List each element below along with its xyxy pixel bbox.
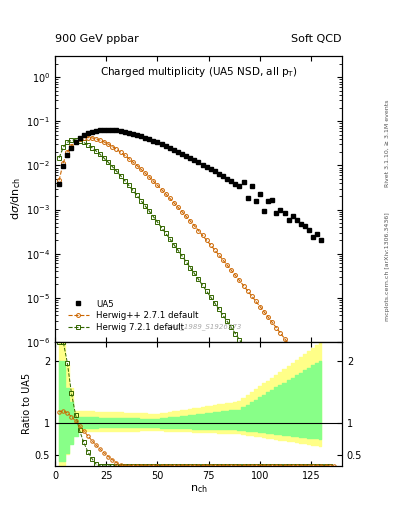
Herwig++ 2.7.1 default: [221, 257, 226, 263]
UA5: [196, 159, 201, 165]
Herwig++ 2.7.1 default: [331, 401, 336, 408]
Y-axis label: d$\sigma$/dn$_{\rm ch}$: d$\sigma$/dn$_{\rm ch}$: [9, 178, 23, 221]
Text: Soft QCD: Soft QCD: [292, 33, 342, 44]
Text: UA5_1989_S1926373: UA5_1989_S1926373: [167, 324, 242, 330]
Herwig++ 2.7.1 default: [85, 135, 90, 141]
UA5: [319, 237, 324, 243]
Line: Herwig++ 2.7.1 default: Herwig++ 2.7.1 default: [57, 136, 336, 406]
Text: Charged multiplicity (UA5 NSD, all p$_{\rm T}$): Charged multiplicity (UA5 NSD, all p$_{\…: [99, 65, 298, 79]
Herwig++ 2.7.1 default: [127, 156, 131, 162]
Herwig 7.2.1 default: [171, 242, 176, 248]
Text: mcplots.cern.ch [arXiv:1306.3436]: mcplots.cern.ch [arXiv:1306.3436]: [385, 212, 389, 321]
Herwig++ 2.7.1 default: [122, 152, 127, 158]
Herwig++ 2.7.1 default: [217, 252, 221, 258]
Herwig++ 2.7.1 default: [57, 177, 61, 183]
UA5: [311, 234, 316, 240]
Herwig++ 2.7.1 default: [307, 368, 312, 374]
UA5: [286, 217, 291, 223]
UA5: [139, 133, 143, 139]
Y-axis label: Ratio to UA5: Ratio to UA5: [22, 373, 32, 434]
X-axis label: n$_{\rm ch}$: n$_{\rm ch}$: [189, 483, 208, 495]
Text: 900 GeV ppbar: 900 GeV ppbar: [55, 33, 139, 44]
Herwig 7.2.1 default: [266, 380, 270, 386]
Herwig 7.2.1 default: [57, 155, 61, 161]
UA5: [171, 147, 176, 153]
Text: Rivet 3.1.10, ≥ 3.1M events: Rivet 3.1.10, ≥ 3.1M events: [385, 100, 389, 187]
Herwig 7.2.1 default: [184, 259, 189, 265]
Line: Herwig 7.2.1 default: Herwig 7.2.1 default: [57, 138, 332, 480]
Herwig 7.2.1 default: [327, 475, 332, 481]
UA5: [122, 129, 127, 135]
Herwig 7.2.1 default: [94, 148, 98, 154]
Herwig 7.2.1 default: [311, 450, 316, 456]
Legend: UA5, Herwig++ 2.7.1 default, Herwig 7.2.1 default: UA5, Herwig++ 2.7.1 default, Herwig 7.2.…: [65, 297, 201, 335]
UA5: [106, 126, 111, 133]
Herwig++ 2.7.1 default: [176, 204, 180, 210]
UA5: [57, 181, 61, 187]
Herwig 7.2.1 default: [102, 155, 107, 161]
Line: UA5: UA5: [57, 127, 324, 242]
Herwig 7.2.1 default: [73, 137, 78, 143]
